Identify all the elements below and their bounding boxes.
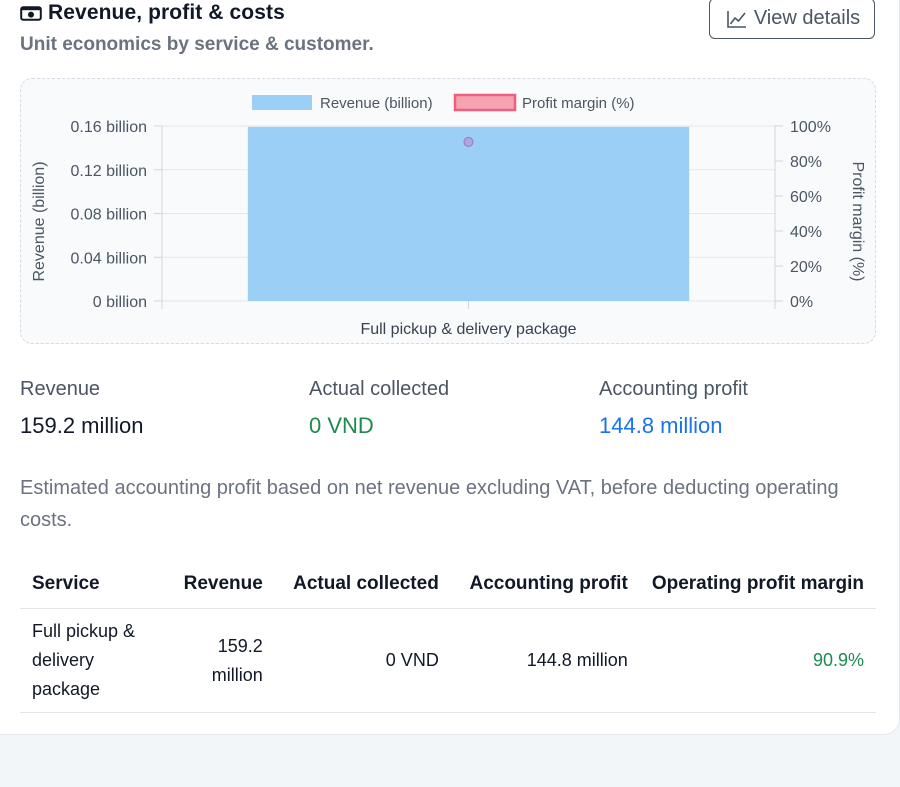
header-profit: Accounting profit bbox=[450, 560, 640, 609]
legend-swatch-revenue bbox=[252, 95, 312, 110]
view-details-label: View details bbox=[753, 7, 861, 29]
header-service: Service bbox=[20, 560, 152, 609]
stat-profit-value: 144.8 million bbox=[599, 413, 723, 438]
stat-revenue-label: Revenue bbox=[20, 378, 101, 400]
y-tick-label: 0.08 billion bbox=[71, 207, 148, 224]
cell-collected: 0 VND bbox=[274, 608, 451, 713]
y2-tick-label: 20% bbox=[790, 259, 822, 276]
revenue-margin-chart: 0 billion 0.04 billion 0.08 billion 0.12 bi… bbox=[31, 93, 866, 338]
y2-tick-label: 40% bbox=[790, 224, 822, 241]
card-subtitle: Unit economics by service & customer. bbox=[20, 34, 374, 55]
card-header: Revenue, profit & costs bbox=[20, 0, 285, 26]
cash-icon bbox=[20, 5, 42, 21]
stat-profit-label: Accounting profit bbox=[599, 378, 748, 400]
y-axis-title: Revenue (billion) bbox=[31, 161, 48, 281]
stat-collected-label: Actual collected bbox=[309, 378, 450, 400]
profit-note: Estimated accounting profit based on net… bbox=[20, 477, 839, 531]
header-collected: Actual collected bbox=[274, 560, 451, 609]
cell-revenue: 159.2 million bbox=[151, 608, 275, 713]
y-tick-label: 0.12 billion bbox=[71, 163, 148, 180]
profit-margin-point bbox=[463, 136, 474, 147]
stat-profit: Accounting profit 144.8 million bbox=[599, 378, 748, 439]
y2-tick-label: 0% bbox=[790, 294, 813, 311]
cell-profit: 144.8 million bbox=[450, 608, 640, 713]
card-title: Revenue, profit & costs bbox=[48, 1, 285, 24]
table-row: Full pickup & delivery package 159.2 mil… bbox=[20, 608, 876, 713]
cell-margin: 90.9% bbox=[639, 608, 876, 713]
service-table: Service Revenue Actual collected Account… bbox=[20, 560, 876, 713]
stat-collected: Actual collected 0 VND bbox=[309, 378, 449, 439]
line-chart-icon bbox=[727, 10, 746, 28]
header-revenue: Revenue bbox=[151, 560, 275, 609]
y2-tick-label: 100% bbox=[790, 119, 831, 136]
y2-tick-label: 80% bbox=[790, 154, 822, 171]
legend-swatch-margin bbox=[453, 93, 517, 112]
cell-service: Full pickup & delivery package bbox=[20, 608, 152, 713]
y2-axis-title: Profit margin (%) bbox=[849, 161, 866, 281]
stat-revenue: Revenue 159.2 million bbox=[20, 378, 144, 439]
view-details-button[interactable]: View details bbox=[709, 0, 875, 39]
legend-label-margin: Profit margin (%) bbox=[522, 95, 635, 112]
y-tick-label: 0 billion bbox=[93, 294, 147, 311]
y-tick-label: 0.16 billion bbox=[71, 119, 148, 136]
table-header-row: Service Revenue Actual collected Account… bbox=[20, 560, 876, 609]
y2-tick-label: 60% bbox=[790, 189, 822, 206]
legend-label-revenue: Revenue (billion) bbox=[320, 95, 433, 112]
revenue-bar bbox=[247, 126, 690, 301]
stat-collected-value: 0 VND bbox=[309, 413, 374, 438]
y-tick-label: 0.04 billion bbox=[71, 250, 148, 267]
summary-stats: Revenue 159.2 million Actual collected 0… bbox=[20, 378, 880, 448]
stat-revenue-value: 159.2 million bbox=[20, 413, 144, 438]
x-tick-label: Full pickup & delivery package bbox=[360, 321, 576, 338]
revenue-chart-panel: 0 billion 0.04 billion 0.08 billion 0.12 bi… bbox=[20, 78, 876, 344]
header-margin: Operating profit margin bbox=[639, 560, 876, 609]
